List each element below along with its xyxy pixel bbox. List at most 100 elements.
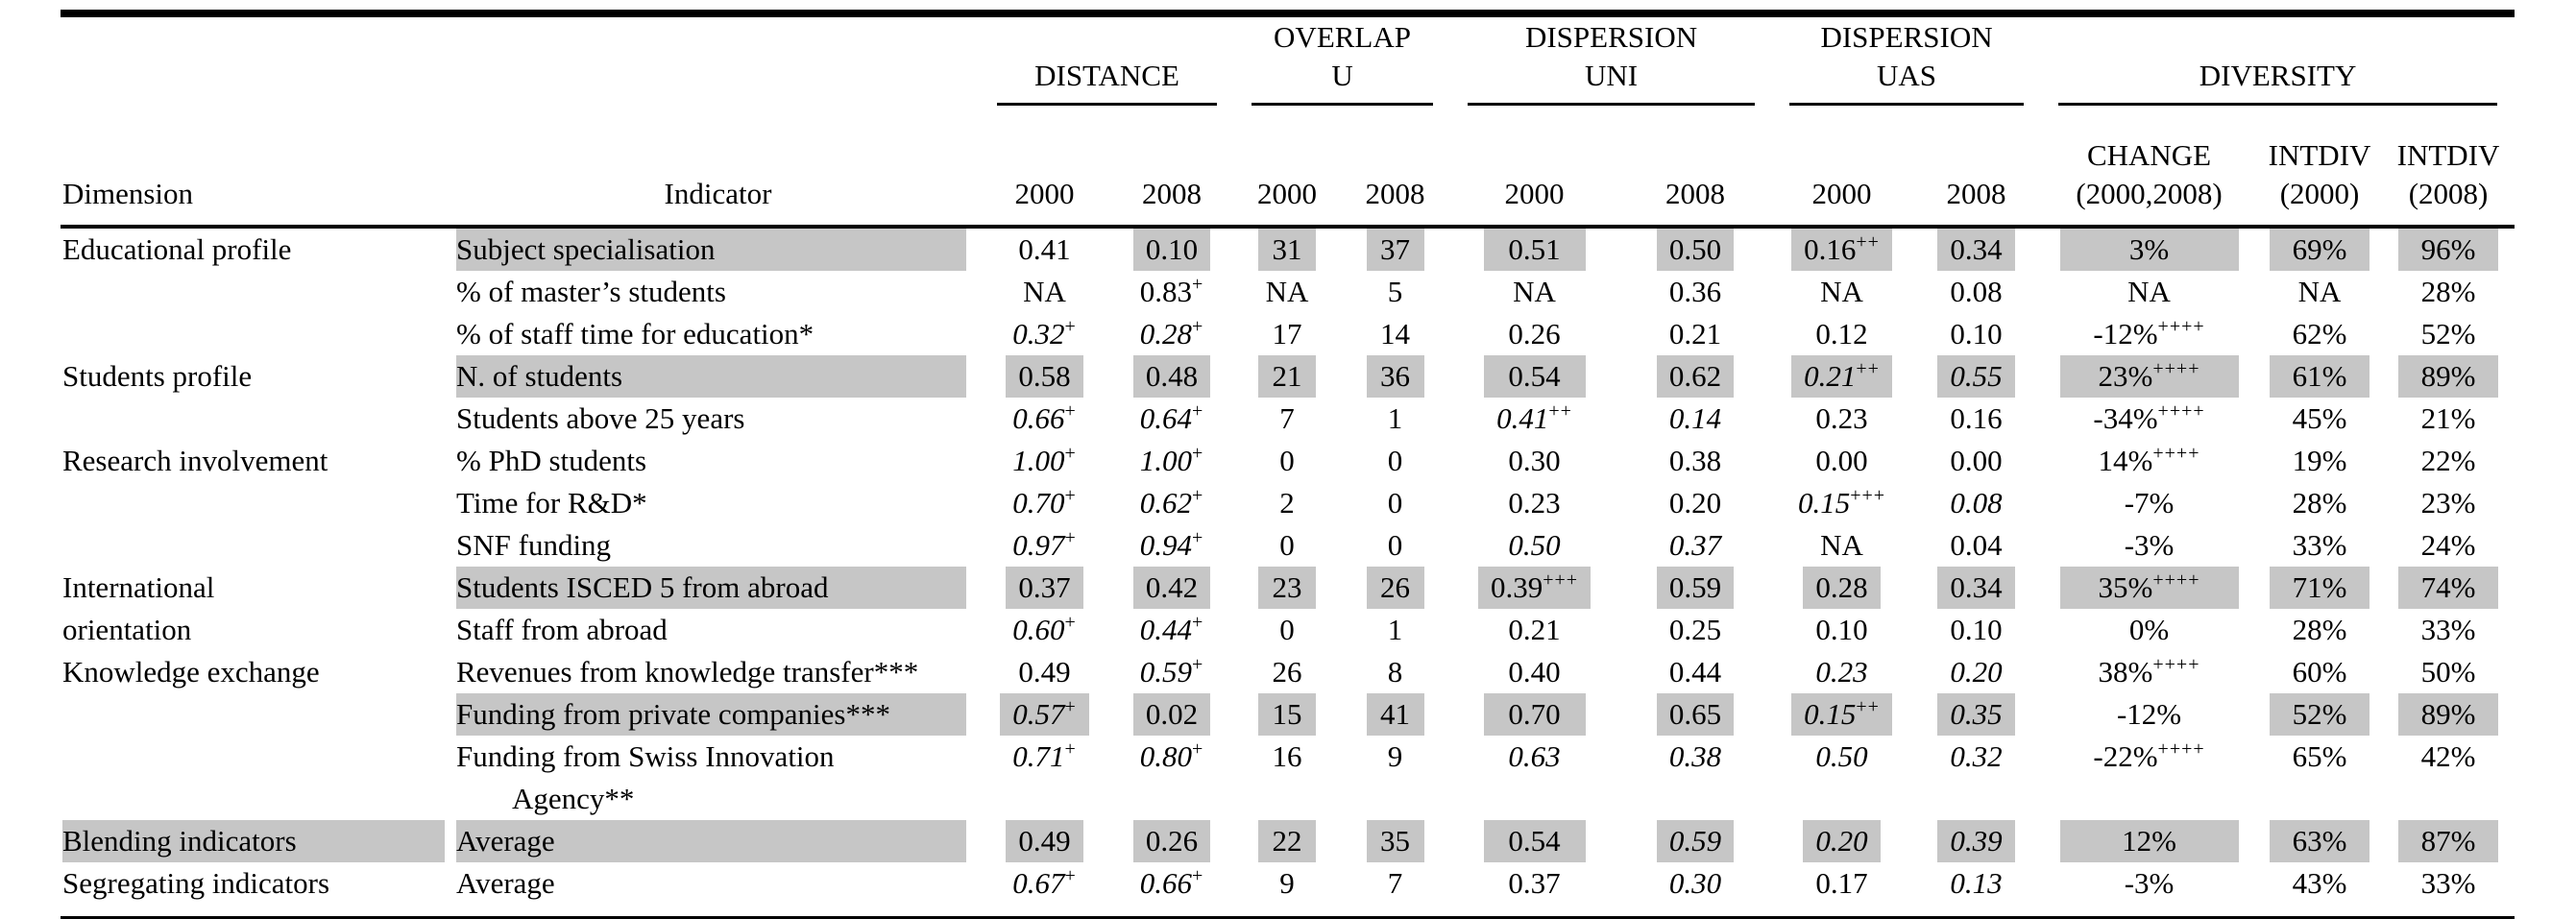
value-cell: 0.23 [1450, 482, 1618, 524]
value-cell: 0.63 [1450, 736, 1618, 820]
cell-value: 0.34 [1937, 567, 2015, 609]
value-cell: 0.37 [980, 567, 1109, 609]
value-cell: 0.37 [1618, 524, 1772, 567]
indicator-label: Time for R&D* [456, 486, 647, 520]
table-row: Funding from private companies*** 0.57+ 0.… [61, 693, 2515, 736]
value-cell: 0 [1234, 440, 1340, 482]
value-cell: 0.44+ [1109, 609, 1234, 651]
value-cell: 31 [1234, 227, 1340, 271]
indicator-cell: N. of students [456, 355, 980, 398]
cell-value: 0.10 [1815, 613, 1868, 646]
table-row: Educational profile Subject specialisatio… [61, 227, 2515, 271]
cell-value: 36 [1366, 355, 1424, 398]
value-cell: NA [2257, 271, 2382, 313]
cell-value: 0.08 [1950, 486, 2003, 520]
value-cell: 0.28+ [1109, 313, 1234, 355]
indicator-cell: Average [456, 862, 980, 918]
cell-value: 0.26 [1132, 820, 1211, 862]
indicator-header: Indicator [456, 106, 980, 229]
cell-value: NA [1820, 528, 1863, 562]
value-cell: 52% [2382, 313, 2515, 355]
indicator-label: N. of students [456, 355, 966, 398]
cell-value: 35 [1366, 820, 1424, 862]
dimension-label: Knowledge exchange [62, 655, 320, 689]
table-row: International Students ISCED 5 from abroa… [61, 567, 2515, 609]
cell-value: NA [1513, 275, 1556, 308]
group-header-row: DISTANCE OVERLAP U DISPERSION UNI DISPER… [61, 13, 2515, 106]
cell-value: 0.64+ [1139, 400, 1204, 435]
value-cell: 37 [1340, 227, 1450, 271]
cell-value: 63% [2270, 820, 2370, 862]
value-cell: 9 [1340, 736, 1450, 820]
value-cell: 0.59 [1618, 567, 1772, 609]
cell-value: 0.10 [1950, 317, 2003, 351]
value-cell: 0.34 [1911, 227, 2041, 271]
value-cell: 26 [1234, 651, 1340, 693]
cell-value: 0.16++ [1791, 229, 1892, 271]
dimension-cell [61, 271, 456, 313]
cell-value: 45% [2292, 401, 2347, 435]
table-body: Educational profile Subject specialisatio… [61, 227, 2515, 918]
value-cell: 0.17 [1772, 862, 1911, 918]
indicator-label: Staff from abroad [456, 613, 668, 646]
value-cell: 0.55 [1911, 355, 2041, 398]
cell-value: 28% [2292, 486, 2347, 520]
value-cell: 1.00+ [1109, 440, 1234, 482]
significance-superscript: ++++ [2157, 400, 2205, 422]
value-cell: 23%++++ [2041, 355, 2257, 398]
cell-value: 0.54 [1483, 355, 1586, 398]
cell-value: 0.59 [1656, 567, 1735, 609]
cell-value: 14%++++ [2098, 443, 2200, 477]
significance-superscript: ++ [1856, 231, 1880, 253]
value-cell: 19% [2257, 440, 2382, 482]
value-cell: 35 [1340, 820, 1450, 862]
value-cell: 0.60+ [980, 609, 1109, 651]
cell-value: 0.37 [1668, 528, 1722, 562]
cell-value: 74% [2398, 567, 2499, 609]
cell-value: 0.21++ [1791, 355, 1892, 398]
cell-value: 0 [1279, 613, 1295, 646]
value-cell: 0.15++ [1772, 693, 1911, 736]
table-row: Students profile N. of students 0.58 0.48 21… [61, 355, 2515, 398]
cell-value: 0.49 [1018, 655, 1071, 689]
significance-superscript: ++++ [2152, 569, 2200, 591]
value-cell: 71% [2257, 567, 2382, 609]
cell-value: 0.13 [1950, 866, 2003, 900]
value-cell: 0.08 [1911, 482, 2041, 524]
cell-value: 23%++++ [2059, 355, 2239, 398]
significance-superscript: + [1191, 527, 1204, 548]
group-dispersion-uas-rule [1789, 103, 2025, 106]
value-cell: 1.00+ [980, 440, 1109, 482]
cell-value: NA [1820, 275, 1863, 308]
value-cell: 62% [2257, 313, 2382, 355]
indicator-label: Funding from Swiss Innovation [456, 739, 835, 773]
value-cell: 0.32 [1911, 736, 2041, 820]
value-cell: 28% [2382, 271, 2515, 313]
dimension-cell [61, 524, 456, 567]
value-cell: 0.23 [1772, 398, 1911, 440]
value-cell: 21% [2382, 398, 2515, 440]
table-row: Students above 25 years 0.66+ 0.64+ 7 1 0.41+… [61, 398, 2515, 440]
cell-value: 0.23 [1815, 401, 1868, 435]
cell-value: 26 [1366, 567, 1424, 609]
cell-value: 35%++++ [2059, 567, 2239, 609]
cell-value: 71% [2270, 567, 2370, 609]
indicator-cell: Subject specialisation [456, 227, 980, 271]
value-cell: 52% [2257, 693, 2382, 736]
cell-value: 87% [2398, 820, 2499, 862]
cell-value: 0.65 [1656, 693, 1735, 736]
value-cell: 0.54 [1450, 820, 1618, 862]
cell-value: 0.25 [1668, 613, 1722, 646]
change-header: CHANGE (2000,2008) [2041, 106, 2258, 229]
value-cell: 0.83+ [1109, 271, 1234, 313]
value-cell: 0.94+ [1109, 524, 1234, 567]
cell-value: -12% [2116, 697, 2182, 731]
column-header-row: Dimension Indicator 2000 2008 2000 2008 … [61, 106, 2515, 229]
cell-value: 15 [1258, 693, 1317, 736]
value-cell: 15 [1234, 693, 1340, 736]
cell-value: 3% [2059, 229, 2239, 271]
cell-value: 38%++++ [2098, 654, 2200, 689]
dispersion-uni-2008-header: 2008 [1618, 106, 1773, 229]
value-cell: 89% [2382, 355, 2515, 398]
value-cell: 0.39+++ [1450, 567, 1618, 609]
